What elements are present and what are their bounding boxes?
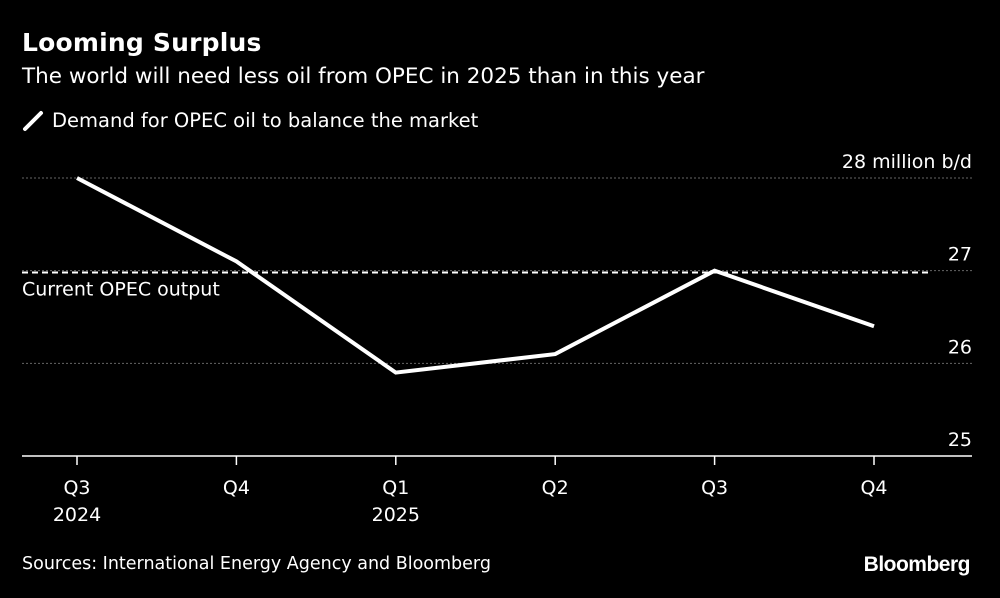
x-year-label-0: 2024	[53, 504, 101, 526]
y-tick-label-25: 25	[948, 429, 972, 451]
series-group	[76, 176, 875, 375]
series-line-0	[76, 176, 875, 375]
axis-group: 28 million b/d 27 26 25 Q3 2024 Q4 Q1 2025 Q2 Q3 Q4	[22, 151, 972, 526]
reference-line-group: Current OPEC output	[22, 271, 928, 301]
grid-lines	[22, 177, 972, 364]
legend-label: Demand for OPEC oil to balance the marke…	[52, 109, 479, 133]
x-tick-label-4: Q3	[701, 477, 728, 499]
y-tick-label-26: 26	[948, 336, 972, 358]
x-year-label-2: 2025	[372, 504, 420, 526]
x-tick-label-3: Q2	[542, 477, 569, 499]
legend-slash-icon	[23, 111, 43, 131]
x-tick-label-5: Q4	[860, 477, 887, 499]
chart-title: Looming Surplus	[22, 28, 262, 57]
y-tick-label-28: 28 million b/d	[842, 151, 972, 173]
bloomberg-logo: Bloomberg	[863, 553, 971, 576]
legend: Demand for OPEC oil to balance the marke…	[22, 110, 478, 132]
x-tick-label-0: Q3	[63, 477, 90, 499]
source-note: Sources: International Energy Agency and…	[22, 554, 491, 574]
chart-subtitle: The world will need less oil from OPEC i…	[22, 64, 705, 89]
y-tick-label-27: 27	[948, 244, 972, 266]
x-tick-label-1: Q4	[223, 477, 250, 499]
reference-line-label: Current OPEC output	[22, 279, 220, 301]
x-tick-label-2: Q1	[382, 477, 409, 499]
